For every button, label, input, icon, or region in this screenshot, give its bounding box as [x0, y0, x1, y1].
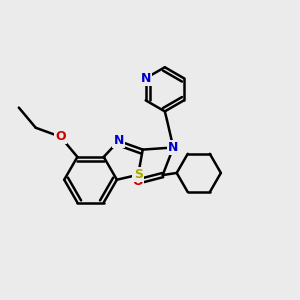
Text: N: N — [113, 134, 124, 148]
Text: N: N — [140, 72, 151, 85]
Text: O: O — [55, 130, 66, 143]
Text: S: S — [134, 168, 143, 181]
Text: O: O — [133, 175, 143, 188]
Text: N: N — [168, 141, 178, 154]
